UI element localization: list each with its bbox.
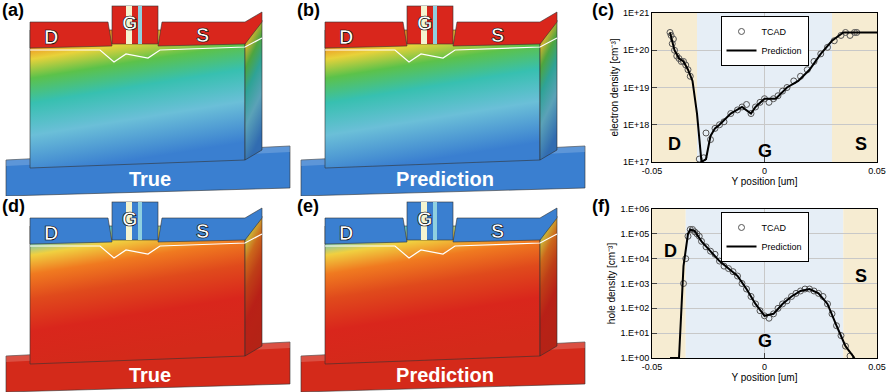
svg-text:G: G (758, 331, 772, 351)
svg-text:hole density [cm⁻³]: hole density [cm⁻³] (606, 243, 617, 325)
svg-text:S: S (196, 24, 209, 46)
svg-text:G: G (122, 12, 138, 34)
svg-text:G: G (417, 12, 433, 34)
svg-text:True: True (129, 168, 171, 190)
svg-text:S: S (196, 220, 209, 242)
svg-text:D: D (664, 241, 677, 261)
svg-text:1E+18: 1E+18 (623, 120, 649, 130)
svg-text:Prediction: Prediction (762, 242, 802, 252)
html-text:(a): (a) (2, 0, 24, 20)
svg-text:G: G (122, 208, 138, 230)
svg-text:G: G (758, 141, 772, 161)
svg-text:1E+21: 1E+21 (623, 8, 649, 18)
svg-text:electron density [cm⁻³]: electron density [cm⁻³] (609, 38, 620, 136)
svg-text:1.E+03: 1.E+03 (620, 279, 649, 289)
svg-text:0.05: 0.05 (868, 166, 886, 176)
svg-text:D: D (44, 222, 58, 244)
svg-text:G: G (417, 208, 433, 230)
svg-text:D: D (44, 26, 58, 48)
html-text:(b): (b) (297, 0, 320, 20)
svg-text:0: 0 (762, 362, 767, 372)
svg-text:D: D (668, 134, 681, 154)
html-text:(f): (f) (592, 196, 610, 216)
svg-text:1.E+06: 1.E+06 (620, 204, 649, 214)
svg-text:1.E+04: 1.E+04 (620, 254, 649, 264)
svg-text:1E+20: 1E+20 (623, 45, 649, 55)
svg-text:1.E+05: 1.E+05 (620, 229, 649, 239)
svg-text:0: 0 (762, 166, 767, 176)
svg-text:Prediction: Prediction (762, 46, 802, 56)
html-text:(d): (d) (2, 196, 25, 216)
svg-text:0.05: 0.05 (868, 362, 886, 372)
svg-text:S: S (491, 220, 504, 242)
svg-text:Y position [um]: Y position [um] (732, 372, 798, 383)
svg-text:Prediction: Prediction (396, 168, 494, 190)
svg-text:-0.05: -0.05 (642, 362, 663, 372)
svg-text:1.E+00: 1.E+00 (620, 353, 649, 363)
svg-text:1E+19: 1E+19 (623, 83, 649, 93)
svg-text:1.E+02: 1.E+02 (620, 303, 649, 313)
svg-text:S: S (855, 134, 867, 154)
svg-text:True: True (129, 364, 171, 386)
svg-text:1E+17: 1E+17 (623, 157, 649, 167)
svg-text:1.E+01: 1.E+01 (620, 328, 649, 338)
svg-text:D: D (339, 222, 353, 244)
svg-text:S: S (855, 266, 867, 286)
html-text:(c): (c) (592, 0, 614, 20)
svg-text:S: S (491, 24, 504, 46)
svg-text:Y position [um]: Y position [um] (732, 176, 798, 187)
svg-text:Prediction: Prediction (396, 364, 494, 386)
html-text:(e): (e) (297, 196, 319, 216)
svg-text:-0.05: -0.05 (642, 166, 663, 176)
svg-text:TCAD: TCAD (762, 27, 787, 37)
svg-text:D: D (339, 26, 353, 48)
svg-text:TCAD: TCAD (762, 223, 787, 233)
